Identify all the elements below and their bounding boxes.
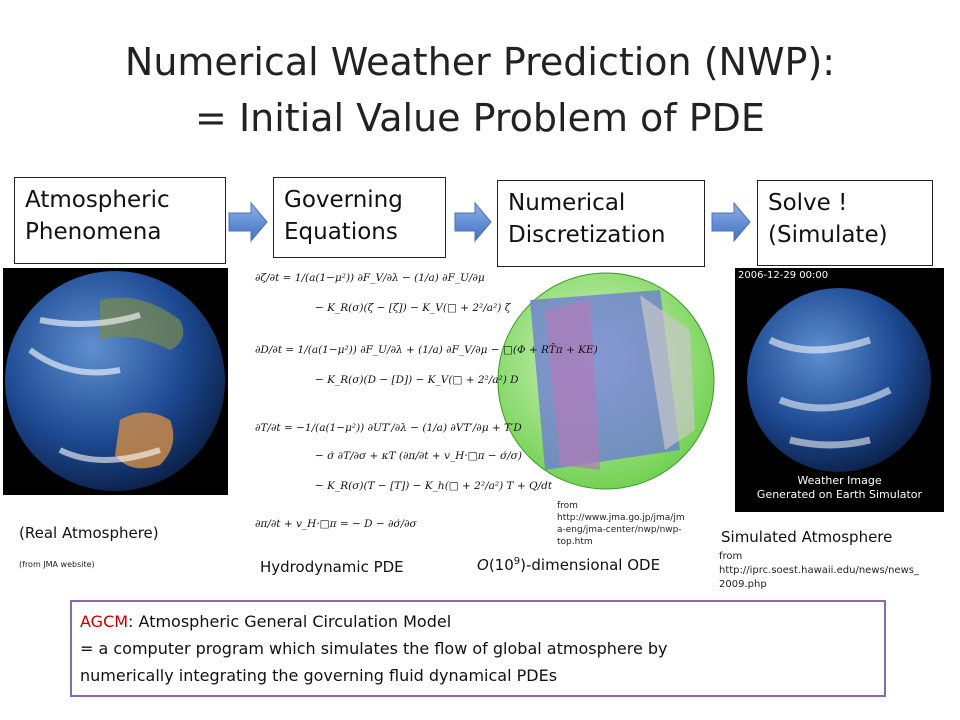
step-box: Governing Equations [273,177,446,258]
simulation-image [735,268,944,512]
caption-part: (10 [488,556,514,574]
step-line: Governing [284,187,403,213]
step-box: Atmospheric Phenomena [14,177,226,264]
source-line: top.htm [557,537,593,547]
term: AGCM [80,612,129,631]
step-line: Phenomena [25,219,162,245]
mesh-image [497,272,715,490]
arrows [228,201,751,243]
source: from http://iprc.soest.hawaii.edu/news/n… [719,550,919,592]
image-line: Weather Image [797,474,882,487]
equation: ∂D/∂t = 1/(a(1−μ²)) ∂F_U/∂λ + (1/a) ∂F_V… [255,344,598,356]
image-caption: Weather Image Generated on Earth Simulat… [735,474,944,502]
caption: Simulated Atmosphere [721,528,893,546]
step-box: Solve ! (Simulate) [757,180,933,266]
step-line: Numerical [508,190,626,216]
source-line: from [557,501,578,511]
step-line: Discretization [508,222,666,248]
earth-image [3,268,228,495]
caption-part: O [477,556,489,574]
definition-line: numerically integrating the governing fl… [80,666,558,685]
image-stamp: 2006-12-29 00:00 [738,270,829,281]
source-line: a-eng/jma-center/nwp/nwp- [557,525,682,535]
equation: − K_R(σ)(ζ − [ζ]) − K_V(□ + 2²/a²) ζ [315,302,511,314]
source-line: 2009.php [719,579,767,590]
step-line: Atmospheric [25,187,170,213]
step-line: Solve ! [768,190,848,216]
definition: : Atmospheric General Circulation Model [128,612,452,631]
step-line: Equations [284,219,398,245]
caption-part: )-dimensional ODE [520,556,661,574]
step-box: Numerical Discretization [497,180,705,267]
source-line: http://www.jma.go.jp/jma/jm [557,513,685,523]
definition-line: AGCM: Atmospheric General Circulation Mo… [80,608,876,635]
caption: Hydrodynamic PDE [260,558,404,576]
title-line: Numerical Weather Prediction (NWP): [124,40,836,84]
image-line: Generated on Earth Simulator [756,488,923,501]
title-line: = Initial Value Problem of PDE [195,96,765,140]
equation: ∂π/∂t + v_H·□π = − D − ∂σ̇/∂σ [255,518,417,530]
definition-box: AGCM: Atmospheric General Circulation Mo… [70,600,886,697]
step-line: (Simulate) [768,222,888,248]
equation: ∂ζ/∂t = 1/(a(1−μ²)) ∂F_V/∂λ − (1/a) ∂F_U… [255,272,485,284]
source-line: http://iprc.soest.hawaii.edu/news/news_ [719,565,919,576]
equation: − σ̇ ∂T/∂σ + κT (∂π/∂t + v_H·□π − σ̇/σ) [315,450,522,462]
title: Numerical Weather Prediction (NWP): = In… [0,34,960,146]
caption: O(109)-dimensional ODE [477,556,660,574]
source-line: from [719,551,743,562]
source: (from JMA website) [19,560,95,569]
caption: (Real Atmosphere) [19,524,159,542]
caption-part: 9 [513,556,521,567]
equation: − K_R(σ)(D − [D]) − K_V(□ + 2²/a²) D [315,374,519,386]
definition-line: = a computer program which simulates the… [80,639,668,658]
equation: ∂T/∂t = −1/(a(1−μ²)) ∂UT′/∂λ − (1/a) ∂VT… [255,422,522,434]
equation: − K_R(σ)(T − [T]) − K_h(□ + 2²/a²) T + Q… [315,480,553,492]
source: from http://www.jma.go.jp/jma/jm a-eng/j… [557,500,685,548]
